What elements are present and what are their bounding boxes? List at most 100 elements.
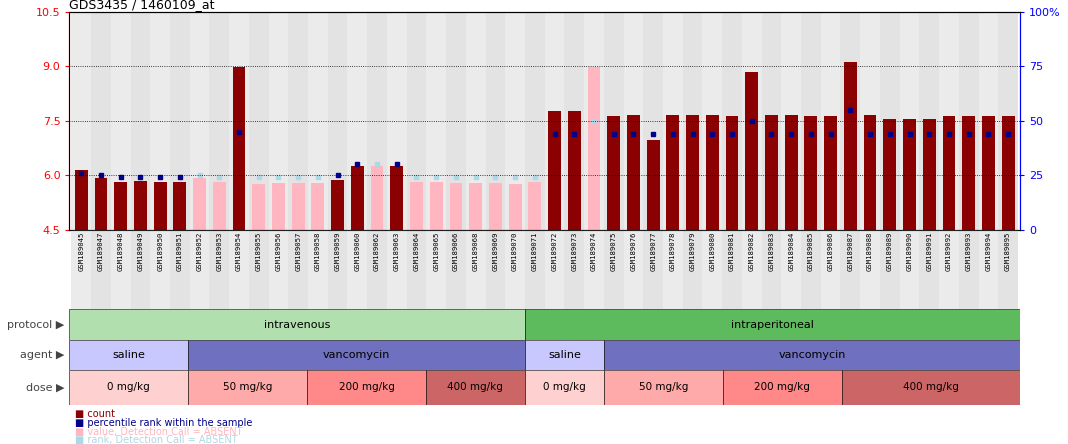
Bar	[170, 12, 190, 230]
Bar	[230, 230, 249, 309]
Bar	[742, 230, 761, 309]
Bar	[939, 230, 959, 309]
Bar	[134, 181, 146, 230]
Text: GSM189081: GSM189081	[729, 232, 735, 271]
Bar	[525, 12, 545, 230]
Bar	[999, 12, 1018, 230]
Text: GSM189083: GSM189083	[769, 232, 774, 271]
Bar	[249, 12, 268, 230]
Bar	[860, 12, 880, 230]
Bar	[899, 230, 920, 309]
Text: GSM189065: GSM189065	[434, 232, 439, 271]
Text: GSM189071: GSM189071	[532, 232, 538, 271]
Text: 0 mg/kg: 0 mg/kg	[544, 382, 586, 392]
Bar	[72, 230, 91, 309]
Bar	[69, 370, 188, 405]
Bar	[647, 140, 660, 230]
Bar	[347, 230, 367, 309]
Bar	[367, 230, 387, 309]
Bar	[230, 12, 249, 230]
Bar	[608, 116, 621, 230]
Bar	[844, 62, 857, 230]
Bar	[703, 230, 722, 309]
Bar	[904, 119, 916, 230]
Bar	[114, 182, 127, 230]
Bar	[801, 12, 821, 230]
Bar	[426, 370, 524, 405]
Bar	[387, 230, 407, 309]
Text: GSM189063: GSM189063	[394, 232, 399, 271]
Bar	[801, 230, 821, 309]
Bar	[209, 230, 230, 309]
Text: GSM189076: GSM189076	[630, 232, 637, 271]
Bar	[624, 230, 643, 309]
Bar	[328, 230, 347, 309]
Text: GSM189048: GSM189048	[117, 232, 124, 271]
Text: GSM189094: GSM189094	[986, 232, 991, 271]
Text: GSM189045: GSM189045	[78, 232, 84, 271]
Bar	[193, 178, 206, 230]
Bar	[154, 182, 167, 230]
Bar	[666, 115, 679, 230]
Text: vancomycin: vancomycin	[779, 350, 846, 360]
Bar	[111, 12, 130, 230]
Bar	[725, 116, 738, 230]
Text: agent ▶: agent ▶	[19, 350, 64, 360]
Bar	[782, 230, 801, 309]
Bar	[782, 12, 801, 230]
Bar	[568, 111, 581, 230]
Bar	[188, 340, 524, 370]
Bar	[524, 340, 604, 370]
Text: ■ percentile rank within the sample: ■ percentile rank within the sample	[75, 418, 252, 428]
Bar	[723, 370, 842, 405]
Text: GSM189078: GSM189078	[670, 232, 676, 271]
Text: GSM189079: GSM189079	[690, 232, 695, 271]
Bar	[682, 230, 703, 309]
Text: GSM189084: GSM189084	[788, 232, 795, 271]
Bar	[604, 370, 723, 405]
Bar	[525, 230, 545, 309]
Bar	[722, 12, 742, 230]
Bar	[883, 119, 896, 230]
Bar	[469, 183, 482, 230]
Bar	[75, 170, 88, 230]
Text: GSM189089: GSM189089	[886, 232, 893, 271]
Bar	[524, 370, 604, 405]
Bar	[703, 12, 722, 230]
Bar	[824, 116, 837, 230]
Text: GSM189059: GSM189059	[334, 232, 341, 271]
Bar	[190, 12, 209, 230]
Bar	[604, 340, 1020, 370]
Text: ■ value, Detection Call = ABSENT: ■ value, Detection Call = ABSENT	[75, 427, 242, 437]
Bar	[643, 12, 663, 230]
Bar	[466, 12, 486, 230]
Bar	[584, 12, 603, 230]
Bar	[603, 12, 624, 230]
Bar	[209, 12, 230, 230]
Text: GSM189070: GSM189070	[512, 232, 518, 271]
Bar	[959, 230, 978, 309]
Bar	[841, 230, 860, 309]
Bar	[312, 183, 325, 230]
Bar	[308, 230, 328, 309]
Bar	[584, 230, 603, 309]
Bar	[351, 166, 364, 230]
Bar	[371, 166, 383, 230]
Bar	[91, 230, 111, 309]
Bar	[213, 182, 225, 230]
Bar	[761, 230, 782, 309]
Bar	[407, 12, 426, 230]
Text: GSM189047: GSM189047	[98, 232, 104, 271]
Text: intraperitoneal: intraperitoneal	[731, 320, 814, 329]
Bar	[111, 230, 130, 309]
Text: GSM189080: GSM189080	[709, 232, 716, 271]
Bar	[999, 230, 1018, 309]
Text: 200 mg/kg: 200 mg/kg	[339, 382, 394, 392]
Bar	[962, 116, 975, 230]
Bar	[91, 12, 111, 230]
Text: GSM189053: GSM189053	[217, 232, 222, 271]
Text: GSM189088: GSM189088	[867, 232, 873, 271]
Text: GSM189068: GSM189068	[473, 232, 478, 271]
Bar	[603, 230, 624, 309]
Bar	[410, 182, 423, 230]
